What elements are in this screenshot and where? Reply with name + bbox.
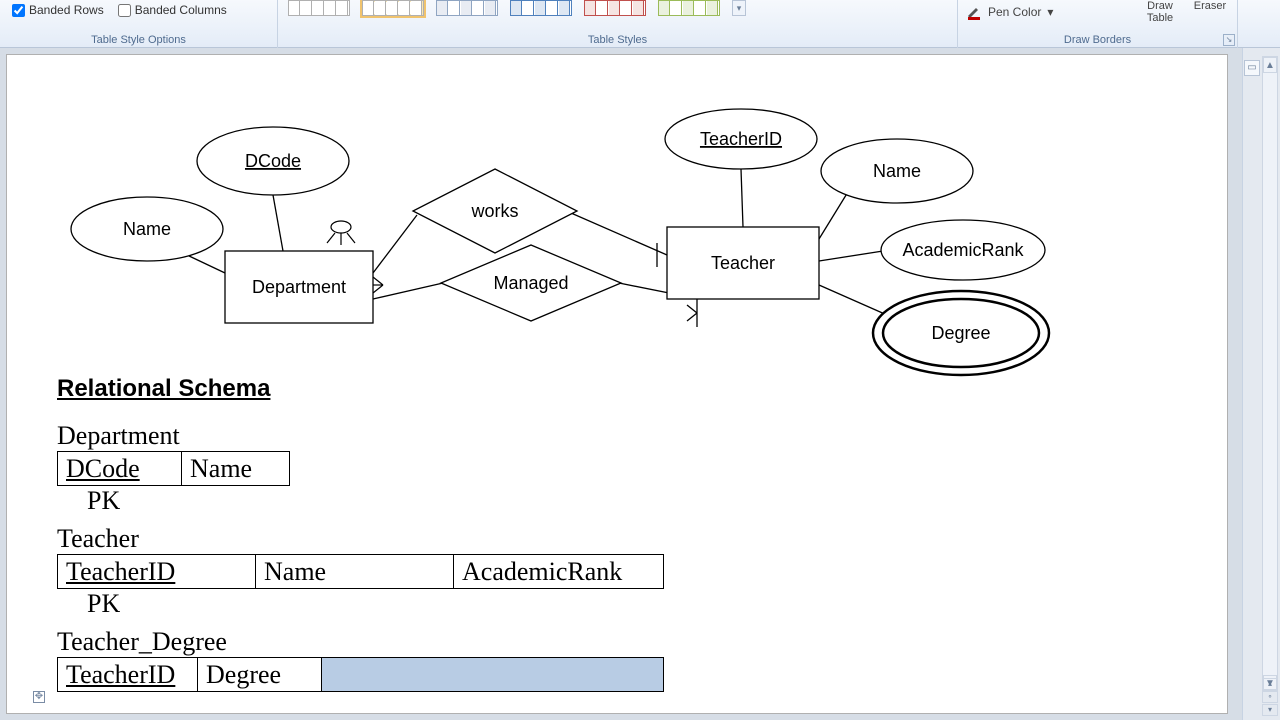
banded-columns-checkbox[interactable]: Banded Columns (118, 3, 227, 17)
table-style-more-icon[interactable]: ▾ (732, 0, 746, 16)
ribbon-group-label: Table Styles (278, 34, 957, 46)
svg-text:Teacher: Teacher (711, 253, 775, 273)
draw-table-button[interactable]: Draw Table (1137, 0, 1183, 24)
schema-table-cell[interactable]: TeacherID (58, 658, 198, 692)
schema-table-name: Department (57, 421, 664, 451)
schema-table-cell[interactable]: AcademicRank (454, 555, 664, 589)
schema-pk-note: PK (57, 486, 664, 516)
eraser-button[interactable]: Eraser (1187, 0, 1233, 24)
scroll-up-icon[interactable]: ▲ (1263, 57, 1277, 73)
table-style-thumb[interactable] (584, 0, 646, 16)
banded-rows-label: Banded Rows (29, 3, 104, 17)
dialog-launcher-icon[interactable]: ↘ (1223, 34, 1235, 46)
svg-text:Degree: Degree (931, 323, 990, 343)
svg-text:works: works (470, 201, 518, 221)
table-style-thumb[interactable] (658, 0, 720, 16)
schema-table-name: Teacher (57, 524, 664, 554)
svg-text:AcademicRank: AcademicRank (902, 240, 1024, 260)
ruler-toggle-icon[interactable]: ▭ (1244, 60, 1260, 76)
banded-columns-label: Banded Columns (135, 3, 227, 17)
pen-icon (966, 4, 982, 20)
er-diagram: DCode Name TeacherID Name AcademicRank Degree… (7, 55, 1229, 385)
schema-heading: Relational Schema (57, 375, 664, 403)
svg-text:DCode: DCode (245, 151, 301, 171)
schema-table[interactable]: TeacherIDNameAcademicRank (57, 554, 664, 589)
ribbon-group-draw-borders: Pen Color ▾ Draw Table Eraser Draw Borde… (958, 0, 1238, 48)
table-style-thumb[interactable] (288, 0, 350, 16)
svg-text:Name: Name (873, 161, 921, 181)
table-style-thumb[interactable] (436, 0, 498, 16)
chevron-down-icon: ▾ (1047, 5, 1053, 19)
table-style-thumb[interactable] (362, 0, 424, 16)
schema-table-cell[interactable]: Degree (198, 658, 322, 692)
vertical-scrollbar[interactable]: ▲ ▼ (1262, 56, 1278, 692)
ribbon-group-label: Table Style Options (0, 34, 277, 46)
schema-table-name: Teacher_Degree (57, 627, 664, 657)
schema-table-cell[interactable]: DCode (58, 452, 182, 486)
relational-schema-section: Relational Schema DepartmentDCodeNamePKT… (57, 375, 664, 692)
schema-table-cell[interactable] (322, 658, 664, 692)
ribbon-group-table-styles: ▾ Table Styles (278, 0, 958, 48)
ribbon-group-table-style-options: Banded Rows Banded Columns Table Style O… (0, 0, 278, 48)
table-style-gallery[interactable]: ▾ (288, 0, 746, 16)
svg-text:Managed: Managed (493, 273, 568, 293)
banded-columns-input[interactable] (118, 4, 131, 17)
next-page-icon[interactable]: ▾ (1262, 704, 1278, 716)
prev-page-icon[interactable]: ▴ (1262, 678, 1278, 690)
ribbon-group-label: Draw Borders (958, 34, 1237, 46)
svg-text:Name: Name (123, 219, 171, 239)
select-browse-object-icon[interactable]: ∘ (1262, 691, 1278, 703)
schema-table[interactable]: DCodeName (57, 451, 290, 486)
ribbon: Banded Rows Banded Columns Table Style O… (0, 0, 1280, 48)
banded-rows-input[interactable] (12, 4, 25, 17)
pen-color-button[interactable]: Pen Color ▾ (966, 4, 1053, 20)
right-margin-strip: ▭ ▲ ▼ ▴ ∘ ▾ (1242, 48, 1280, 720)
schema-table-cell[interactable]: Name (256, 555, 454, 589)
schema-table-cell[interactable]: TeacherID (58, 555, 256, 589)
table-style-thumb[interactable] (510, 0, 572, 16)
table-anchor-icon[interactable]: ✥ (33, 691, 45, 703)
schema-pk-note: PK (57, 589, 664, 619)
browse-object-buttons[interactable]: ▴ ∘ ▾ (1262, 677, 1278, 716)
pen-color-label: Pen Color (988, 5, 1041, 19)
banded-rows-checkbox[interactable]: Banded Rows (12, 3, 104, 17)
schema-table[interactable]: TeacherIDDegree (57, 657, 664, 692)
svg-text:Department: Department (252, 277, 346, 297)
schema-table-cell[interactable]: Name (182, 452, 290, 486)
document-area: DCodeNameTeacherIDNameAcademicRankDegree… (0, 48, 1242, 720)
svg-text:TeacherID: TeacherID (700, 129, 782, 149)
page: DCodeNameTeacherIDNameAcademicRankDegree… (6, 54, 1228, 714)
